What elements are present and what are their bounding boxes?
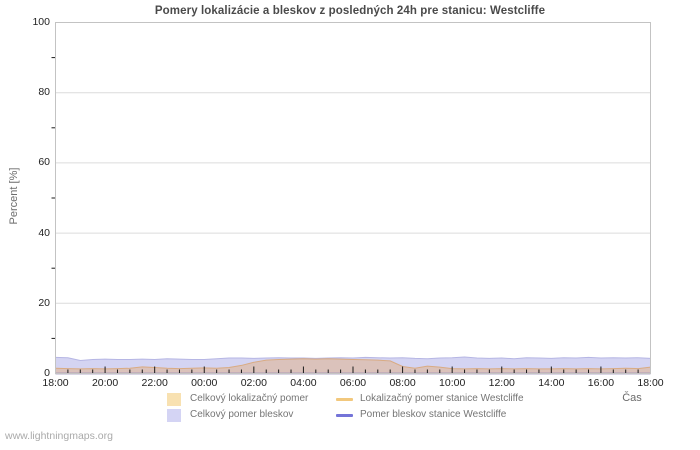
plot-border (55, 22, 651, 374)
x-tick-label-04:00: 04:00 (290, 377, 317, 389)
y-tick-label-60: 60 (38, 156, 50, 169)
x-tick-label-14:00: 14:00 (538, 377, 565, 389)
x-tick-label-18:00: 18:00 (42, 377, 69, 389)
x-tick-label-16:00: 16:00 (587, 377, 615, 389)
chart-title: Pomery lokalizácie a bleskov z poslednýc… (154, 5, 546, 17)
legend-label-station-stroke-ratio: Pomer bleskov stanice Westcliffe (360, 409, 507, 420)
x-tick-label-00:00: 00:00 (191, 377, 218, 389)
x-tick-label-20:00: 20:00 (91, 377, 119, 389)
y-tick-label-100: 100 (32, 16, 50, 28)
legend-swatch-station-localization-ratio (336, 398, 353, 401)
y-tick-label-80: 80 (38, 86, 50, 99)
x-tick-label-22:00: 22:00 (141, 377, 168, 389)
legend-swatch-total-localization-ratio (167, 393, 181, 406)
legend-swatch-station-stroke-ratio (336, 414, 353, 417)
legend-label-total-localization-ratio: Celkový lokalizačný pomer (190, 393, 309, 404)
x-axis-title: Čas (622, 392, 642, 404)
legend-swatch-total-stroke-ratio (167, 409, 181, 422)
x-tick-label-06:00: 06:00 (339, 377, 367, 389)
x-tick-label-10:00: 10:00 (439, 377, 466, 389)
legend-label-station-localization-ratio: Lokalizačný pomer stanice Westcliffe (360, 393, 524, 404)
x-tick-label-18:00: 18:00 (637, 377, 664, 389)
watermark-lightningmaps: www.lightningmaps.org (5, 430, 113, 442)
legend-label-total-stroke-ratio: Celkový pomer bleskov (190, 409, 294, 420)
x-tick-label-08:00: 08:00 (389, 377, 416, 389)
area-edge-Celkový pomer bleskov (55, 356, 651, 362)
y-tick-label-0: 0 (44, 367, 50, 379)
y-tick-label-40: 40 (38, 226, 50, 239)
y-tick-label-20: 20 (38, 296, 50, 309)
x-tick-label-02:00: 02:00 (240, 377, 267, 389)
x-tick-label-12:00: 12:00 (488, 377, 515, 389)
